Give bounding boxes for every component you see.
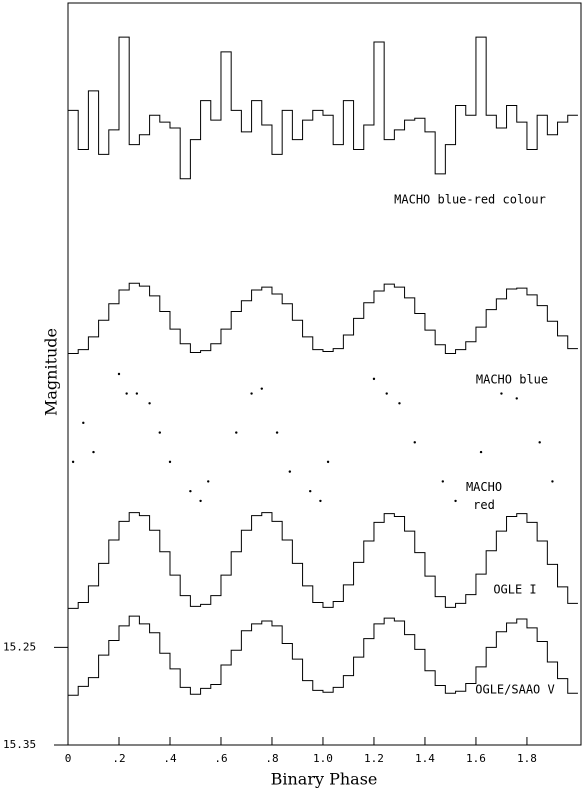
point	[117, 372, 121, 376]
point	[538, 441, 541, 444]
label-line: red	[473, 498, 495, 512]
point	[158, 431, 161, 434]
point	[454, 499, 457, 503]
point	[71, 460, 75, 464]
point	[125, 392, 128, 395]
point	[207, 480, 210, 483]
point	[148, 402, 151, 405]
series-label: MACHO red	[466, 480, 502, 512]
point	[385, 392, 388, 395]
point	[168, 460, 172, 464]
point	[372, 377, 376, 381]
point	[92, 450, 95, 454]
point	[479, 450, 483, 454]
series-label: OGLE/SAAO V	[475, 683, 554, 697]
point	[199, 499, 202, 503]
x-tick-label: .8	[265, 752, 278, 765]
point	[500, 392, 503, 395]
y-tick-label: 15.25	[3, 640, 36, 653]
series-label: OGLE I	[493, 583, 536, 597]
point	[398, 402, 401, 405]
y-axis-label: Magnitude	[42, 328, 61, 416]
x-tick-label: 1.4	[415, 752, 435, 765]
series-label: MACHO blue	[476, 373, 548, 387]
point	[326, 460, 330, 464]
label-line: MACHO	[466, 480, 502, 494]
series-label: MACHO blue-red colour	[394, 193, 546, 207]
point	[413, 441, 416, 444]
point	[551, 480, 554, 483]
plot-frame	[67, 2, 582, 746]
step-line	[68, 615, 578, 696]
point	[82, 421, 85, 425]
point	[235, 431, 238, 434]
step-line	[68, 36, 578, 180]
step-line	[68, 512, 578, 609]
point	[319, 499, 322, 503]
point	[189, 489, 192, 493]
point	[309, 489, 312, 493]
step-line	[68, 282, 578, 354]
point	[275, 431, 279, 434]
point	[288, 470, 292, 473]
x-tick-label: 1.6	[466, 752, 486, 765]
y-tick-label: 15.35	[3, 738, 36, 751]
x-tick-label: 0	[65, 752, 72, 765]
x-axis-label: Binary Phase	[271, 770, 378, 789]
point	[250, 392, 253, 395]
point	[441, 480, 445, 483]
x-tick-label: .2	[112, 752, 125, 765]
x-tick-label: 1.0	[313, 752, 333, 765]
x-tick-label: .4	[163, 752, 177, 765]
point	[515, 397, 518, 400]
x-tick-label: 1.8	[517, 752, 537, 765]
point	[135, 392, 139, 395]
point	[260, 387, 263, 390]
x-tick-label: 1.2	[364, 752, 384, 765]
x-tick-label: .6	[214, 752, 227, 765]
